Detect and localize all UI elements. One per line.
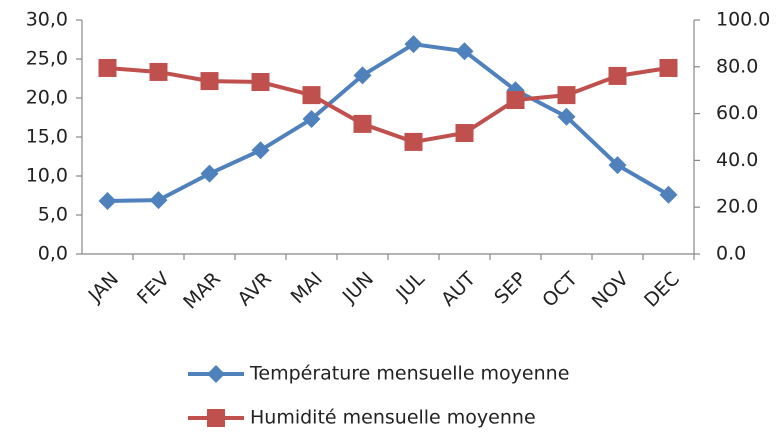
x-tick-label: NOV xyxy=(588,268,633,313)
x-tick-label: SEP xyxy=(490,268,531,309)
data-point xyxy=(506,91,525,110)
y2-tick-label: 100.0 xyxy=(716,9,770,31)
x-tick-label: OCT xyxy=(538,268,582,312)
y-tick-label: 20,0 xyxy=(26,87,68,109)
data-point xyxy=(251,73,270,92)
data-point xyxy=(608,156,627,175)
legend-marker xyxy=(207,365,225,383)
data-point xyxy=(404,132,423,151)
data-point xyxy=(98,58,117,77)
y-tick-label: 30,0 xyxy=(26,9,68,31)
data-point xyxy=(200,72,219,91)
legend-label: Humidité mensuelle moyenne xyxy=(250,407,536,429)
data-point xyxy=(149,62,168,81)
y2-tick-label: 40.0 xyxy=(716,149,758,171)
y-tick-label: 5,0 xyxy=(38,204,68,226)
x-tick-label: MAI xyxy=(287,268,327,308)
x-tick-label: JUN xyxy=(338,268,378,308)
data-point xyxy=(455,124,474,143)
x-tick-label: AUT xyxy=(437,268,480,311)
legend-label: Température mensuelle moyenne xyxy=(249,363,569,385)
data-point xyxy=(557,107,576,126)
data-point xyxy=(455,42,474,61)
data-point xyxy=(659,58,678,77)
data-point xyxy=(302,86,321,105)
data-point xyxy=(404,35,423,54)
data-point xyxy=(608,66,627,85)
y2-tick-label: 80.0 xyxy=(716,55,758,77)
data-point xyxy=(659,185,678,204)
y2-tick-label: 60.0 xyxy=(716,102,758,124)
series-line xyxy=(107,65,669,144)
data-point xyxy=(98,191,117,210)
y-tick-label: 25,0 xyxy=(26,48,68,70)
y-tick-label: 15,0 xyxy=(26,126,68,148)
x-tick-label: DEC xyxy=(640,268,684,312)
data-point xyxy=(200,164,219,183)
x-tick-label: FEV xyxy=(133,268,174,309)
y2-tick-label: 20.0 xyxy=(716,196,758,218)
data-point xyxy=(149,191,168,210)
legend-marker xyxy=(207,409,225,427)
data-point xyxy=(353,114,372,133)
y-tick-label: 0,0 xyxy=(38,243,68,265)
y-tick-label: 10,0 xyxy=(26,165,68,187)
data-point xyxy=(353,66,372,85)
x-tick-label: MAR xyxy=(179,268,225,314)
x-tick-label: AVR xyxy=(234,268,276,310)
y2-tick-label: 0.0 xyxy=(716,243,746,265)
x-tick-label: JAN xyxy=(84,268,123,307)
data-point xyxy=(557,86,576,105)
data-point xyxy=(251,141,270,160)
data-point xyxy=(302,110,321,129)
series-line xyxy=(107,42,670,203)
x-tick-label: JUL xyxy=(391,268,429,306)
